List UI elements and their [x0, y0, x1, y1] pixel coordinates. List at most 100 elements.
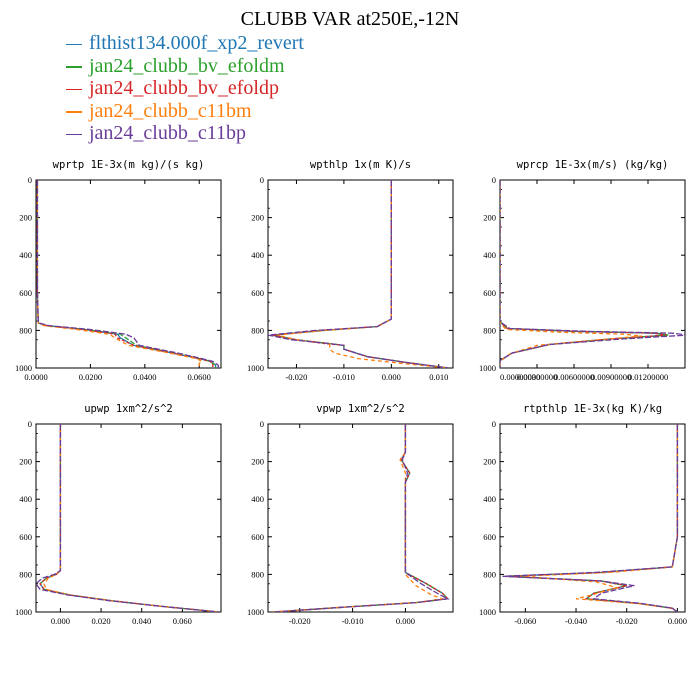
x-tick-label: 0.040 — [132, 616, 151, 626]
x-tick-label: -0.010 — [342, 616, 364, 626]
y-tick-label: 400 — [483, 250, 496, 260]
series-line — [500, 180, 667, 368]
x-tick-label: 0.00600000 — [554, 372, 594, 382]
series-line — [36, 180, 214, 368]
legend-item: jan24_clubb_c11bp — [66, 122, 304, 145]
chart-panel: wpthlp 1x(m K)/s 0 200 400 600 800 1000 -0.020 -… — [247, 159, 454, 382]
plot-frame — [499, 423, 686, 613]
y-tick-label: 1000 — [15, 363, 32, 373]
legend-item: flthist134.000f_xp2_revert — [66, 32, 304, 55]
series-line — [39, 424, 220, 612]
x-tick-label: 0.010 — [429, 372, 448, 382]
y-tick-label: 800 — [19, 569, 32, 579]
x-tick-label: 0.01200000 — [628, 372, 668, 382]
x-tick-label: 0.020 — [91, 616, 110, 626]
x-tick-label: 0.000 — [382, 372, 401, 382]
legend-swatch — [66, 43, 82, 46]
x-tick-label: 0.00300000 — [517, 372, 557, 382]
x-tick-label: 0.0200 — [79, 372, 102, 382]
y-tick-label: 1000 — [15, 607, 32, 617]
legend-label: jan24_clubb_bv_efoldm — [89, 54, 285, 77]
legend-item: jan24_clubb_bv_efoldm — [66, 55, 304, 78]
x-tick-label: 0.0600 — [188, 372, 211, 382]
series-line — [36, 180, 217, 368]
y-tick-label: 0 — [492, 419, 496, 429]
series-line — [36, 180, 219, 368]
legend-item: jan24_clubb_c11bm — [66, 100, 304, 123]
series-line — [500, 180, 670, 368]
y-tick-label: 400 — [19, 250, 32, 260]
series-line — [500, 180, 642, 368]
series-line — [272, 180, 449, 368]
y-tick-label: 600 — [19, 288, 32, 298]
legend-label: jan24_clubb_c11bm — [89, 99, 252, 122]
x-tick-label: -0.060 — [514, 616, 536, 626]
legend-swatch — [66, 133, 82, 136]
y-tick-label: 600 — [251, 288, 264, 298]
y-tick-label: 600 — [19, 532, 32, 542]
y-tick-label: 600 — [483, 288, 496, 298]
plot-frame — [35, 179, 222, 369]
x-tick-label: -0.020 — [285, 372, 307, 382]
chart-panel: upwp 1xm^2/s^2 0 200 400 600 800 1000 0.000 0.02… — [15, 403, 222, 626]
panel-title: wprcp 1E-3x(m/s) (kg/kg) — [517, 159, 669, 171]
y-tick-label: 800 — [251, 325, 264, 335]
panel-title: vpwp 1xm^2/s^2 — [316, 403, 405, 415]
y-tick-label: 0 — [260, 175, 264, 185]
series-line — [500, 180, 685, 368]
series-line — [268, 180, 449, 368]
series-line — [505, 424, 679, 612]
x-tick-label: 0.000 — [668, 616, 687, 626]
series-line — [520, 424, 679, 612]
series-line — [39, 424, 220, 612]
y-tick-label: 200 — [19, 457, 32, 467]
legend-label: jan24_clubb_c11bp — [89, 122, 247, 144]
series-line — [36, 180, 204, 368]
y-tick-label: 200 — [251, 457, 264, 467]
y-tick-label: 0 — [28, 175, 32, 185]
y-tick-label: 400 — [251, 250, 264, 260]
x-tick-label: -0.010 — [333, 372, 355, 382]
x-tick-label: 0.000 — [396, 616, 415, 626]
series-line — [505, 424, 679, 612]
y-tick-label: 800 — [483, 569, 496, 579]
plot-frame — [267, 179, 454, 369]
chart-panel: wprtp 1E-3x(m kg)/(s kg) 0 200 400 600 800 100… — [15, 159, 222, 382]
y-tick-label: 200 — [483, 213, 496, 223]
x-tick-label: 0.060 — [173, 616, 192, 626]
legend-swatch — [66, 111, 82, 113]
x-tick-label: 0.00000000 — [500, 372, 540, 382]
panel-title: wprtp 1E-3x(m kg)/(s kg) — [53, 159, 205, 171]
panel-title: wpthlp 1x(m K)/s — [310, 159, 411, 171]
y-tick-label: 1000 — [247, 363, 264, 373]
y-tick-label: 1000 — [247, 607, 264, 617]
legend-label: jan24_clubb_bv_efoldp — [89, 77, 279, 99]
legend-item: jan24_clubb_bv_efoldp — [66, 77, 304, 100]
x-tick-label: 0.0000 — [24, 372, 47, 382]
panel-title: rtpthlp 1E-3x(kg K)/kg — [523, 403, 662, 415]
y-tick-label: 1000 — [479, 607, 496, 617]
series-line — [500, 180, 667, 368]
y-tick-label: 0 — [260, 419, 264, 429]
x-tick-label: -0.020 — [289, 616, 311, 626]
x-tick-label: -0.020 — [616, 616, 638, 626]
y-tick-label: 200 — [19, 213, 32, 223]
series-line — [39, 424, 220, 612]
y-tick-label: 0 — [492, 175, 496, 185]
plot-frame — [267, 423, 454, 613]
y-tick-label: 400 — [19, 494, 32, 504]
legend: flthist134.000f_xp2_revert jan24_clubb_b… — [66, 32, 304, 145]
series-line — [277, 180, 449, 368]
legend-label: flthist134.000f_xp2_revert — [89, 32, 304, 54]
x-tick-label: 0.0400 — [133, 372, 156, 382]
x-tick-label: -0.040 — [565, 616, 587, 626]
figure-title: CLUBB VAR at250E,-12N — [240, 8, 460, 30]
legend-swatch — [66, 88, 82, 91]
y-tick-label: 200 — [483, 457, 496, 467]
plot-frame — [35, 423, 222, 613]
series-line — [502, 424, 679, 612]
x-tick-label: 0.00900000 — [591, 372, 631, 382]
y-tick-label: 600 — [251, 532, 264, 542]
series-line — [36, 424, 220, 612]
